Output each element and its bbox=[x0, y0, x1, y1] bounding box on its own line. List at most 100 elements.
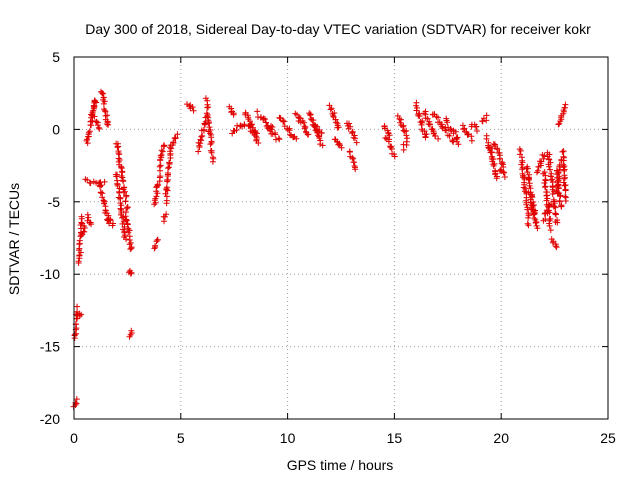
data-point bbox=[468, 133, 475, 140]
data-point bbox=[552, 204, 559, 211]
data-point bbox=[560, 148, 567, 155]
y-tick-label: 0 bbox=[52, 121, 60, 137]
data-point bbox=[104, 121, 110, 127]
data-point bbox=[72, 399, 79, 406]
data-point bbox=[300, 119, 307, 126]
data-point bbox=[195, 148, 202, 155]
chart-title: Day 300 of 2018, Sidereal Day-to-day VTE… bbox=[85, 21, 591, 37]
data-point bbox=[91, 113, 98, 120]
data-point bbox=[76, 252, 83, 259]
data-point bbox=[330, 112, 337, 119]
data-point bbox=[432, 132, 439, 139]
data-point bbox=[501, 169, 508, 176]
data-point bbox=[99, 90, 106, 96]
data-point bbox=[561, 104, 568, 111]
data-point bbox=[114, 144, 121, 151]
data-point bbox=[349, 129, 356, 135]
data-point bbox=[442, 127, 449, 133]
data-point bbox=[494, 146, 501, 153]
data-point bbox=[118, 163, 124, 170]
data-point bbox=[490, 162, 497, 169]
data-point bbox=[562, 198, 569, 204]
data-point bbox=[93, 118, 100, 125]
data-point bbox=[97, 189, 104, 196]
data-point bbox=[85, 129, 92, 136]
data-point bbox=[157, 173, 164, 180]
data-point bbox=[546, 163, 553, 170]
data-point bbox=[541, 210, 548, 217]
x-tick-label: 0 bbox=[70, 430, 78, 446]
x-tick-label: 20 bbox=[493, 430, 509, 446]
data-point bbox=[86, 128, 93, 135]
data-point bbox=[305, 131, 312, 138]
data-point bbox=[190, 107, 197, 114]
data-point bbox=[87, 180, 94, 187]
data-point bbox=[107, 217, 114, 224]
data-point bbox=[474, 128, 480, 134]
data-point bbox=[533, 222, 540, 229]
data-point bbox=[555, 121, 562, 128]
data-point bbox=[105, 121, 112, 128]
data-point bbox=[461, 125, 468, 132]
data-point bbox=[489, 156, 496, 163]
data-point bbox=[561, 175, 568, 182]
data-point bbox=[403, 138, 410, 145]
data-point bbox=[81, 228, 88, 235]
data-point bbox=[97, 183, 104, 190]
data-point bbox=[492, 170, 499, 177]
data-point bbox=[113, 173, 120, 180]
data-point bbox=[293, 135, 300, 142]
data-point bbox=[94, 122, 101, 129]
data-point bbox=[524, 220, 531, 227]
data-point bbox=[554, 219, 561, 226]
data-point bbox=[127, 246, 134, 253]
data-point bbox=[547, 227, 554, 234]
data-point bbox=[123, 205, 130, 212]
data-point bbox=[122, 198, 129, 205]
data-point bbox=[154, 236, 161, 243]
data-point bbox=[525, 214, 532, 221]
data-point bbox=[255, 140, 262, 146]
data-point bbox=[525, 177, 532, 183]
data-point bbox=[545, 207, 552, 214]
data-point bbox=[174, 131, 181, 138]
data-point bbox=[120, 178, 127, 185]
data-point bbox=[314, 123, 321, 130]
data-point bbox=[197, 136, 204, 143]
data-point bbox=[542, 210, 549, 216]
data-point bbox=[162, 190, 169, 197]
data-point bbox=[161, 142, 168, 149]
data-point bbox=[78, 311, 85, 318]
data-point bbox=[204, 104, 211, 111]
data-point bbox=[523, 201, 530, 208]
data-point bbox=[556, 197, 563, 204]
data-point bbox=[84, 211, 91, 218]
data-point bbox=[119, 169, 126, 176]
data-point bbox=[157, 152, 164, 159]
data-point bbox=[551, 203, 558, 210]
data-point bbox=[156, 163, 163, 170]
data-points bbox=[70, 88, 569, 410]
data-point bbox=[552, 210, 559, 217]
data-point bbox=[519, 159, 526, 166]
data-point bbox=[385, 138, 392, 145]
data-point bbox=[199, 132, 206, 139]
data-point bbox=[403, 132, 410, 139]
data-point bbox=[233, 127, 240, 133]
data-point bbox=[107, 216, 113, 223]
data-point bbox=[209, 158, 216, 165]
x-tick-label: 25 bbox=[600, 430, 616, 446]
data-point bbox=[198, 133, 205, 140]
data-point bbox=[547, 215, 554, 222]
data-point bbox=[151, 245, 158, 252]
data-point bbox=[159, 148, 166, 155]
data-point bbox=[562, 174, 568, 181]
data-point bbox=[346, 120, 352, 127]
data-point bbox=[416, 113, 423, 120]
data-point bbox=[517, 147, 524, 154]
data-point bbox=[561, 182, 568, 189]
data-point bbox=[552, 243, 559, 250]
data-point bbox=[307, 112, 314, 119]
data-point bbox=[115, 150, 122, 156]
data-point bbox=[530, 211, 537, 218]
